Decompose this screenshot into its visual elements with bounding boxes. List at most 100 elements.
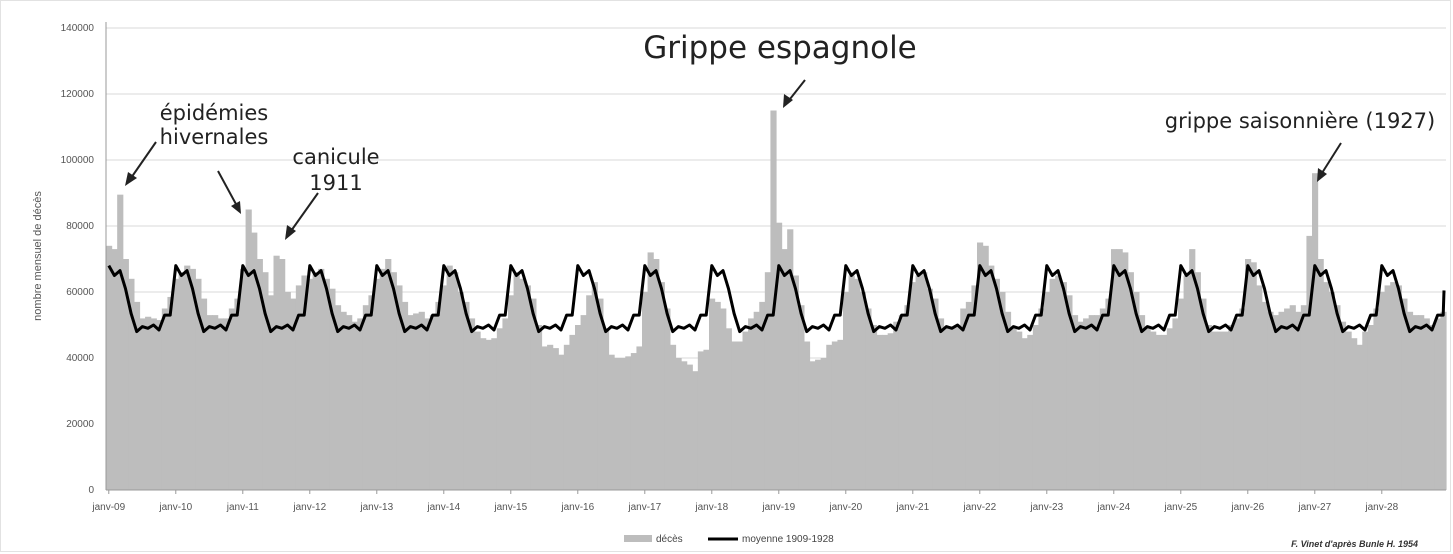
deaths-bar: [669, 344, 677, 490]
deaths-bar: [1300, 305, 1308, 490]
deaths-bar: [1395, 285, 1402, 490]
deaths-bar: [1401, 298, 1408, 490]
deaths-bar: [251, 232, 258, 490]
deaths-bar: [267, 295, 275, 490]
x-tick-labels: janv-09 janv-10 janv-11 janv-12 janv-13 janv-…: [91, 490, 1399, 513]
deaths-bar: [184, 265, 191, 490]
legend: décès moyenne 1909-1928: [624, 534, 834, 545]
deaths-bar: [1384, 285, 1391, 490]
deaths-bar: [915, 275, 922, 490]
deaths-bar: [463, 301, 470, 490]
deaths-bar: [413, 313, 420, 490]
deaths-bar: [647, 252, 654, 490]
deaths-bar: [943, 328, 950, 490]
y-tick-label: 120000: [61, 89, 95, 100]
deaths-bar: [999, 292, 1006, 490]
deaths-bar: [597, 298, 604, 490]
deaths-bar: [1418, 315, 1425, 490]
deaths-bar: [1429, 325, 1436, 490]
deaths-bar: [1021, 338, 1028, 490]
deaths-bar: [1189, 249, 1196, 490]
deaths-bar: [1351, 338, 1358, 490]
deaths-bar: [290, 298, 297, 490]
deaths-bars: [106, 110, 1447, 491]
deaths-bar: [703, 349, 710, 490]
deaths-bar: [1055, 275, 1062, 490]
x-tick-label: janv-19: [761, 502, 795, 513]
deaths-bar: [441, 285, 448, 490]
deaths-bar: [1306, 235, 1313, 490]
deaths-bar: [910, 282, 917, 490]
deaths-bar: [580, 315, 587, 490]
deaths-bar: [602, 328, 610, 490]
x-tick-label: janv-24: [1096, 502, 1130, 513]
deaths-bar: [1423, 318, 1430, 490]
deaths-bar: [686, 364, 693, 490]
deaths-bar: [1334, 305, 1341, 490]
y-tick-labels: 0 20000 40000 60000 80000 100000 120000 140000: [61, 23, 95, 496]
deaths-bar: [1099, 308, 1107, 490]
deaths-bar: [887, 333, 894, 490]
deaths-bar: [452, 272, 459, 490]
deaths-bar: [435, 301, 442, 490]
deaths-bar: [547, 344, 554, 490]
deaths-bar: [284, 292, 291, 490]
deaths-bar: [792, 275, 799, 490]
deaths-bar: [753, 311, 760, 490]
deaths-bar: [200, 298, 208, 490]
x-tick-label: janv-18: [694, 502, 728, 513]
deaths-bar: [480, 338, 487, 490]
deaths-bar: [206, 315, 213, 490]
deaths-bar: [826, 344, 833, 490]
deaths-bar: [1205, 325, 1213, 490]
y-tick-label: 60000: [66, 287, 94, 298]
deaths-bar: [781, 249, 788, 490]
deaths-bar: [178, 272, 185, 490]
deaths-bar: [1161, 334, 1168, 490]
deaths-bar: [1211, 331, 1218, 490]
deaths-bar: [1088, 315, 1095, 490]
deaths-bar: [1328, 292, 1335, 490]
deaths-bar: [513, 272, 520, 490]
deaths-bar: [496, 328, 504, 490]
deaths-bar: [1044, 292, 1051, 490]
deaths-bar: [133, 301, 141, 490]
deaths-bar: [1228, 325, 1235, 490]
deaths-bar: [295, 285, 303, 490]
deaths-bar: [714, 301, 721, 490]
x-tick-label: janv-22: [962, 502, 996, 513]
deaths-bar: [530, 298, 537, 490]
x-tick-label: janv-20: [828, 502, 862, 513]
deaths-bar: [664, 308, 671, 490]
deaths-bar: [965, 301, 973, 490]
deaths-bar: [1339, 321, 1347, 490]
deaths-bar: [1004, 311, 1012, 490]
deaths-bar: [1317, 259, 1324, 490]
deaths-bar: [803, 341, 811, 490]
deaths-bar: [351, 321, 358, 490]
deaths-bar: [1272, 315, 1280, 490]
deaths-bar: [385, 259, 392, 490]
deaths-bar: [1284, 308, 1291, 490]
legend-label-deces: décès: [656, 534, 683, 545]
deaths-bar: [279, 259, 286, 490]
annotation-grippe-saisonniere-text: grippe saisonnière (1927): [1165, 109, 1435, 133]
deaths-bar: [736, 341, 744, 490]
deaths-bar: [859, 292, 866, 490]
x-tick-label: janv-28: [1364, 502, 1398, 513]
deaths-bar: [1027, 334, 1034, 490]
deaths-bar: [1278, 311, 1285, 490]
deaths-bar: [1016, 331, 1023, 490]
deaths-bar: [189, 268, 196, 490]
deaths-bar: [1144, 328, 1151, 490]
deaths-bar: [1049, 278, 1056, 490]
y-tick-label: 40000: [66, 353, 94, 364]
deaths-bar: [485, 339, 492, 490]
deaths-bar: [675, 358, 682, 490]
deaths-bar: [848, 275, 855, 490]
x-tick-label: janv-26: [1230, 502, 1264, 513]
deaths-bar: [401, 301, 409, 490]
deaths-bar: [1256, 285, 1263, 490]
deaths-bar: [1071, 315, 1079, 490]
